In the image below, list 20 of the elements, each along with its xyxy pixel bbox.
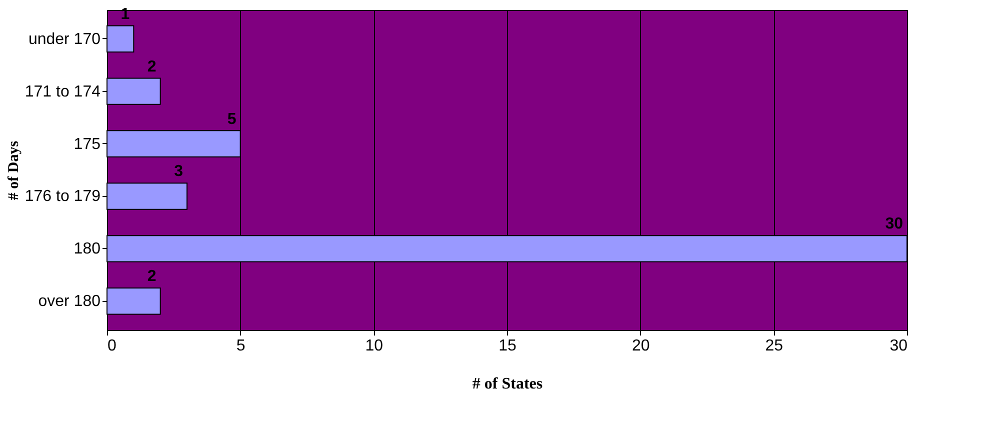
- x-tick-label: 0: [108, 338, 116, 354]
- data-label: 30: [885, 216, 904, 233]
- x-tick-label: 15: [498, 338, 516, 354]
- x-tick-label: 10: [365, 338, 384, 354]
- y-tick-label: over 180: [38, 293, 101, 310]
- y-tick-label: 176 to 179: [24, 188, 101, 206]
- x-tick-label: 25: [765, 338, 784, 354]
- data-label: 2: [147, 268, 156, 286]
- data-label: 5: [227, 110, 236, 128]
- data-label: 3: [174, 163, 184, 180]
- y-tick-label: 171 to 174: [24, 83, 101, 100]
- x-axis-title: # of States: [472, 376, 543, 392]
- y-tick-label: 180: [74, 240, 101, 258]
- data-label: 2: [147, 58, 156, 76]
- y-axis-title: # of Days: [6, 140, 22, 200]
- x-tick-label: 20: [632, 338, 650, 354]
- x-tick-label: 30: [890, 338, 908, 354]
- y-tick-label: 175: [74, 136, 101, 153]
- x-tick-label: 5: [236, 338, 246, 354]
- y-tick-label: under 170: [28, 30, 101, 48]
